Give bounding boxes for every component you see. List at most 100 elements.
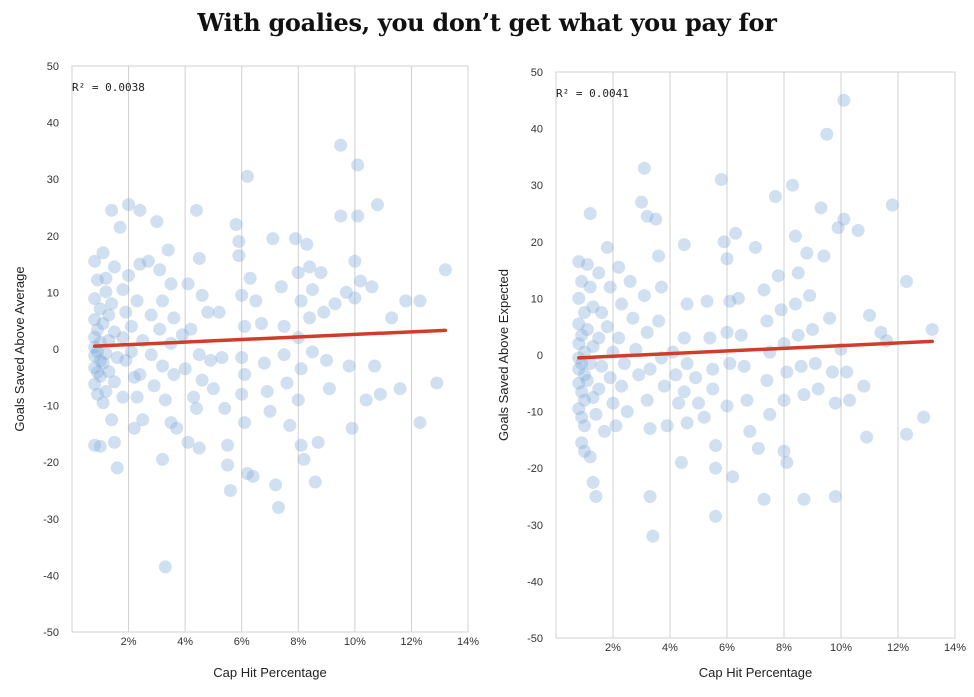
scatter-point — [575, 436, 589, 450]
scatter-point — [578, 345, 591, 359]
scatter-point — [204, 353, 218, 367]
scatter-point — [777, 393, 791, 407]
scatter-point — [334, 138, 348, 152]
scatter-point — [863, 308, 876, 322]
scatter-point — [797, 388, 811, 402]
scatter-point — [689, 371, 703, 385]
scatter-point — [263, 404, 277, 418]
scatter-point — [189, 203, 203, 217]
y-tick-label: -20 — [43, 457, 59, 469]
scatter-point — [124, 319, 138, 333]
scatter-point — [720, 399, 734, 413]
scatter-point — [925, 323, 939, 337]
scatter-point — [586, 300, 600, 314]
scatter-point — [119, 305, 133, 319]
scatter-point — [589, 407, 603, 421]
x-axis-label: Cap Hit Percentage — [213, 665, 326, 680]
scatter-point — [147, 379, 161, 393]
scatter-point — [99, 285, 113, 299]
scatter-point — [88, 361, 102, 375]
y-tick-label: 40 — [47, 118, 59, 130]
scatter-point — [130, 294, 144, 308]
scatter-point — [102, 308, 116, 322]
scatter-point — [806, 323, 819, 337]
scatter-point — [201, 305, 215, 319]
scatter-point — [271, 500, 285, 514]
scatter-point — [93, 354, 107, 368]
scatter-point — [575, 356, 589, 370]
scatter-point — [828, 490, 842, 503]
scatter-point — [96, 246, 110, 260]
scatter-point — [127, 421, 141, 435]
scatter-point — [192, 251, 206, 265]
scatter-point — [709, 509, 723, 523]
scatter-point — [195, 288, 209, 302]
scatter-point — [345, 421, 359, 435]
scatter-point — [351, 158, 365, 172]
scatter-point — [99, 347, 113, 361]
scatter-point — [232, 234, 246, 248]
scatter-point — [116, 331, 130, 345]
scatter-point — [646, 529, 660, 543]
scatter-point — [158, 393, 172, 407]
scatter-point — [235, 350, 249, 364]
scatter-point — [158, 560, 172, 574]
scatter-point — [303, 311, 317, 325]
scatter-point — [181, 277, 195, 291]
scatter-point — [88, 313, 102, 327]
scatter-point — [637, 289, 651, 303]
trend-line — [577, 339, 934, 360]
scatter-point — [283, 418, 297, 432]
scatter-point — [603, 371, 617, 385]
y-tick-label: -50 — [43, 627, 59, 639]
scatter-point — [438, 263, 452, 277]
scatter-point — [348, 254, 362, 268]
scatter-point — [609, 419, 623, 433]
scatter-point — [572, 337, 586, 351]
scatter-point — [612, 260, 626, 274]
scatter-point — [133, 203, 147, 217]
scatter-point — [572, 255, 586, 269]
scatter-point — [107, 325, 121, 339]
x-tick-label: 6% — [719, 642, 735, 654]
scatter-point — [385, 311, 399, 325]
scatter-point — [221, 438, 235, 452]
scatter-point — [629, 342, 643, 356]
scatter-point — [780, 456, 794, 470]
x-tick-label: 8% — [776, 642, 792, 654]
scatter-point — [589, 490, 603, 503]
scatter-point — [768, 190, 782, 204]
scatter-point — [592, 382, 606, 396]
scatter-point — [720, 252, 734, 266]
scatter-point — [737, 359, 751, 373]
scatter-point — [153, 322, 167, 336]
scatter-point — [107, 375, 121, 389]
scatter-point — [110, 461, 124, 475]
scatter-point — [88, 330, 102, 344]
scatter-point — [136, 413, 150, 427]
scatter-point — [90, 273, 104, 287]
scatter-point — [706, 382, 720, 396]
scatter-point — [572, 291, 586, 305]
scatter-point — [133, 367, 147, 381]
scatter-point — [654, 280, 668, 294]
scatter-point — [305, 345, 319, 359]
scatter-point — [334, 209, 348, 223]
trend-line — [92, 328, 448, 348]
scatter-point — [229, 217, 243, 231]
scatter-point — [692, 396, 705, 410]
scatter-point — [105, 203, 119, 217]
scatter-point — [266, 232, 280, 246]
scatter-point — [238, 367, 252, 381]
scatter-point — [294, 438, 308, 452]
scatter-point — [107, 435, 121, 449]
scatter-point — [600, 320, 614, 334]
y-tick-label: -30 — [43, 514, 59, 526]
scatter-point — [729, 226, 743, 240]
scatter-point — [723, 294, 737, 308]
scatter-point — [900, 427, 914, 441]
x-tick-label: 8% — [290, 636, 306, 648]
scatter-point — [575, 410, 589, 424]
scatter-point — [175, 328, 189, 342]
x-tick-label: 4% — [177, 636, 193, 648]
